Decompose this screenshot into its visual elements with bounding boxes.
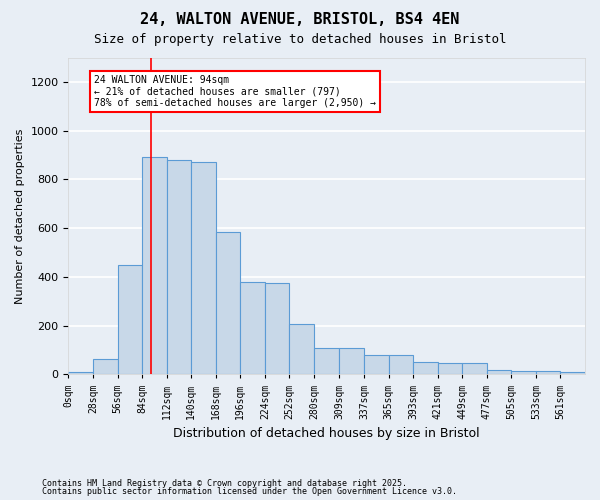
Bar (560, 372, 585, 374)
Bar (241, 282, 265, 374)
Bar (487, 370, 511, 374)
Bar (93, 358, 118, 374)
Bar (536, 372, 560, 374)
X-axis label: Distribution of detached houses by size in Bristol: Distribution of detached houses by size … (173, 427, 480, 440)
Bar (364, 355, 389, 374)
Text: Contains public sector information licensed under the Open Government Licence v3: Contains public sector information licen… (42, 487, 457, 496)
Bar (118, 264, 142, 374)
Bar (265, 283, 289, 374)
Bar (413, 362, 437, 374)
Bar (167, 160, 191, 374)
Text: 24, WALTON AVENUE, BRISTOL, BS4 4EN: 24, WALTON AVENUE, BRISTOL, BS4 4EN (140, 12, 460, 28)
Bar (437, 364, 462, 374)
Bar (142, 158, 167, 374)
Bar (340, 348, 364, 374)
Bar (68, 372, 93, 374)
Bar (289, 324, 314, 374)
Text: Size of property relative to detached houses in Bristol: Size of property relative to detached ho… (94, 32, 506, 46)
Bar (462, 364, 487, 374)
Bar (314, 348, 340, 374)
Bar (389, 355, 413, 374)
Text: Contains HM Land Registry data © Crown copyright and database right 2025.: Contains HM Land Registry data © Crown c… (42, 479, 407, 488)
Bar (511, 370, 536, 374)
Text: 24 WALTON AVENUE: 94sqm
← 21% of detached houses are smaller (797)
78% of semi-d: 24 WALTON AVENUE: 94sqm ← 21% of detache… (94, 74, 376, 108)
Bar (216, 232, 241, 374)
Y-axis label: Number of detached properties: Number of detached properties (15, 128, 25, 304)
Bar (191, 162, 216, 374)
